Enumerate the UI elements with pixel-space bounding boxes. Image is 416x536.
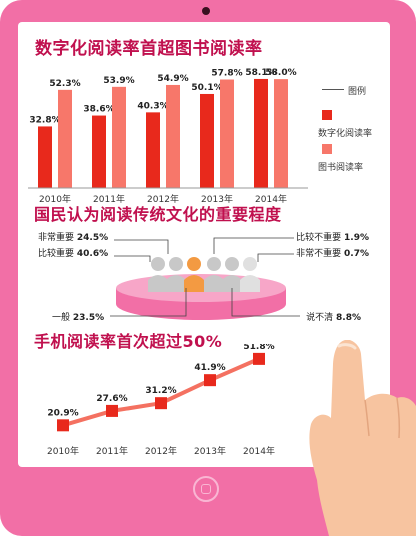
bar-chart: 32.8% 52.3% 2010年 38.6% 53.9% 2011年 40.3% 54.9%… bbox=[28, 68, 308, 205]
person-body-icon bbox=[240, 275, 260, 292]
segment-value: 23.5% bbox=[73, 313, 104, 323]
point-data-label: 20.9% bbox=[47, 408, 78, 418]
x-tick-label: 2010年 bbox=[39, 193, 71, 205]
point-data-label: 31.2% bbox=[145, 386, 176, 396]
leader-line bbox=[114, 255, 151, 262]
chart1-title: 数字化阅读率首超图书阅读率 bbox=[35, 39, 263, 59]
chart2-title: 国民认为阅读传统文化的重要程度 bbox=[34, 205, 282, 224]
bar-data-label: 58.1% bbox=[245, 68, 276, 78]
person-body-icon bbox=[166, 275, 186, 292]
data-point-marker bbox=[57, 419, 69, 432]
segment-name: 比较重要 bbox=[38, 247, 77, 259]
data-point-marker bbox=[253, 352, 265, 365]
segment-name: 一般 bbox=[52, 311, 73, 323]
bar-book bbox=[112, 86, 126, 188]
bar-data-label: 50.1% bbox=[191, 83, 222, 93]
bar-digital bbox=[38, 126, 52, 188]
segment-name: 非常重要 bbox=[38, 231, 77, 243]
bar-book bbox=[58, 89, 72, 188]
bar-data-label: 54.9% bbox=[157, 74, 188, 84]
bar-book bbox=[220, 79, 234, 188]
person-body-icon bbox=[148, 275, 168, 292]
bar-book bbox=[166, 84, 180, 188]
bar-digital bbox=[200, 93, 214, 188]
leader-line bbox=[114, 239, 169, 254]
bar-digital bbox=[146, 112, 160, 188]
line-chart: 20.9% 2010年 27.6% 2011年 31.2% 2012年 41.9% 2013年… bbox=[47, 344, 275, 457]
segment-value: 40.6% bbox=[77, 249, 108, 259]
data-point-marker bbox=[204, 374, 216, 387]
person-body-icon bbox=[204, 275, 224, 292]
segment-value: 8.8% bbox=[336, 313, 361, 323]
point-data-label: 41.9% bbox=[194, 363, 225, 373]
bar-data-label: 52.3% bbox=[49, 79, 80, 89]
x-tick-label: 2011年 bbox=[93, 193, 125, 205]
leader-line bbox=[231, 288, 300, 317]
bar-digital bbox=[254, 78, 268, 188]
segment-label: 比较重要 40.6% bbox=[38, 247, 108, 259]
bar-data-label: 58.0% bbox=[265, 68, 296, 78]
point-data-label: 27.6% bbox=[96, 394, 127, 404]
bar-data-label: 40.3% bbox=[137, 101, 168, 111]
x-tick-label: 2013年 bbox=[201, 193, 233, 205]
data-point-marker bbox=[106, 404, 118, 417]
bar-data-label: 38.6% bbox=[83, 105, 114, 115]
segment-value: 24.5% bbox=[77, 233, 108, 243]
bar-data-label: 57.8% bbox=[211, 69, 242, 79]
home-button-icon[interactable] bbox=[193, 476, 219, 502]
legend-label-book: 图书阅读率 bbox=[318, 163, 364, 173]
segment-label: 比较不重要 1.9% bbox=[296, 231, 369, 243]
person-head-icon bbox=[169, 257, 183, 271]
pointing-hand-icon bbox=[309, 340, 416, 536]
segment-label: 说不清 8.8% bbox=[306, 311, 361, 323]
segment-value: 0.7% bbox=[344, 249, 369, 259]
bar-data-label: 32.8% bbox=[29, 115, 60, 125]
bar-book bbox=[274, 79, 288, 188]
x-tick-label: 2013年 bbox=[194, 445, 226, 457]
x-tick-label: 2014年 bbox=[255, 193, 287, 205]
point-data-label: 51.8% bbox=[243, 344, 274, 352]
segment-name: 非常不重要 bbox=[296, 247, 344, 259]
legend-swatch-book bbox=[322, 144, 332, 154]
person-body-icon bbox=[222, 275, 242, 292]
importance-infographic: 非常重要 24.5%比较重要 40.6%一般 23.5%比较不重要 1.9%非常… bbox=[38, 231, 369, 323]
segment-label: 非常不重要 0.7% bbox=[296, 247, 369, 259]
x-tick-label: 2012年 bbox=[147, 193, 179, 205]
segment-label: 一般 23.5% bbox=[52, 311, 104, 323]
x-tick-label: 2011年 bbox=[96, 445, 128, 457]
camera-icon bbox=[202, 7, 210, 15]
bar-data-label: 53.9% bbox=[103, 76, 134, 86]
person-head-icon bbox=[207, 257, 221, 271]
tablet-screen: 数字化阅读率首超图书阅读率 32.8% 52.3% 2010年 38.6% 53.9% 2… bbox=[18, 22, 390, 467]
x-tick-label: 2012年 bbox=[145, 445, 177, 457]
data-point-marker bbox=[155, 397, 167, 410]
leader-line bbox=[110, 288, 187, 317]
chart3-title: 手机阅读率首次超过50% bbox=[34, 332, 223, 351]
legend-title: 图例 bbox=[348, 87, 367, 97]
x-tick-label: 2014年 bbox=[243, 445, 275, 457]
segment-name: 说不清 bbox=[306, 311, 336, 323]
person-head-icon bbox=[151, 257, 165, 271]
person-body-icon bbox=[184, 275, 204, 292]
person-head-icon bbox=[187, 257, 201, 271]
segment-label: 非常重要 24.5% bbox=[38, 231, 108, 243]
segment-value: 1.9% bbox=[344, 233, 369, 243]
leader-line bbox=[213, 237, 294, 254]
x-tick-label: 2010年 bbox=[47, 445, 79, 457]
bar-digital bbox=[92, 115, 106, 188]
segment-name: 比较不重要 bbox=[296, 231, 344, 243]
leader-line bbox=[257, 253, 294, 262]
legend-swatch-digital bbox=[322, 110, 332, 120]
person-head-icon bbox=[225, 257, 239, 271]
legend-label-digital: 数字化阅读率 bbox=[318, 129, 373, 139]
person-head-icon bbox=[243, 257, 257, 271]
